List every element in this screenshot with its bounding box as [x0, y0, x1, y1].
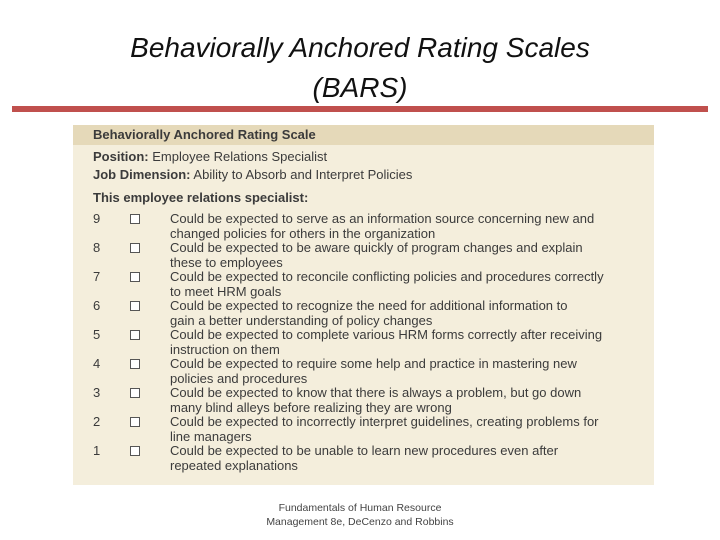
checkbox [130, 446, 140, 456]
scale-header [73, 125, 654, 145]
item-text: Could be expected to know that there is … [170, 385, 582, 400]
scale-box: Behaviorally Anchored Rating Scale Posit… [73, 125, 654, 485]
item-number: 5 [93, 327, 101, 342]
checkbox [130, 359, 140, 369]
item-number: 4 [93, 356, 101, 371]
dimension: Job Dimension: Ability to Absorb and Int… [93, 167, 412, 182]
checkbox [130, 214, 140, 224]
item-number: 3 [93, 385, 101, 400]
item-text: to meet HRM goals [170, 283, 282, 299]
item-text: changed policies for others in the organ… [170, 225, 436, 241]
position: Position: Employee Relations Specialist [93, 149, 327, 164]
item-text: Could be expected to be unable to learn … [170, 443, 559, 458]
checkbox [130, 243, 140, 253]
item-text: policies and procedures [170, 370, 308, 386]
intro: This employee relations specialist: [93, 190, 309, 205]
footer: Management 8e, DeCenzo and Robbins [266, 516, 454, 528]
item-text: repeated explanations [170, 457, 298, 473]
checkbox [130, 301, 140, 311]
slide-title: (BARS) [312, 72, 408, 103]
item-number: 1 [93, 443, 101, 458]
item-text: gain a better understanding of policy ch… [170, 312, 433, 328]
item-text: Could be expected to be aware quickly of… [170, 240, 583, 255]
item-text: instruction on them [170, 341, 280, 357]
dimension-value: Ability to Absorb and Interpret Policies [193, 167, 413, 182]
position-value: Employee Relations Specialist [152, 149, 328, 164]
checkbox [130, 330, 140, 340]
item-text: Could be expected to serve as an informa… [170, 211, 595, 226]
item-number: 7 [93, 269, 101, 284]
item-number: 6 [93, 298, 101, 313]
checkbox [130, 417, 140, 427]
item-number: 9 [93, 211, 101, 226]
item-text: Could be expected to reconcile conflicti… [170, 269, 604, 284]
slide-title: Behaviorally Anchored Rating Scales [130, 32, 590, 63]
divider [12, 106, 708, 112]
item-number: 2 [93, 414, 101, 429]
item-number: 8 [93, 240, 101, 255]
checkbox [130, 272, 140, 282]
dimension-label: Job Dimension: [93, 167, 191, 182]
item-text: line managers [170, 428, 252, 444]
scale-title: Behaviorally Anchored Rating Scale [93, 127, 316, 142]
item-text: Could be expected to incorrectly interpr… [170, 414, 599, 429]
item-text: Could be expected to complete various HR… [170, 327, 603, 342]
item-text: Could be expected to require some help a… [170, 356, 577, 371]
item-text: many blind alleys before realizing they … [170, 399, 452, 415]
checkbox [130, 388, 140, 398]
item-text: Could be expected to recognize the need … [170, 298, 568, 313]
footer: Fundamentals of Human Resource [278, 502, 442, 514]
item-text: these to employees [170, 254, 283, 270]
position-label: Position: [93, 149, 149, 164]
